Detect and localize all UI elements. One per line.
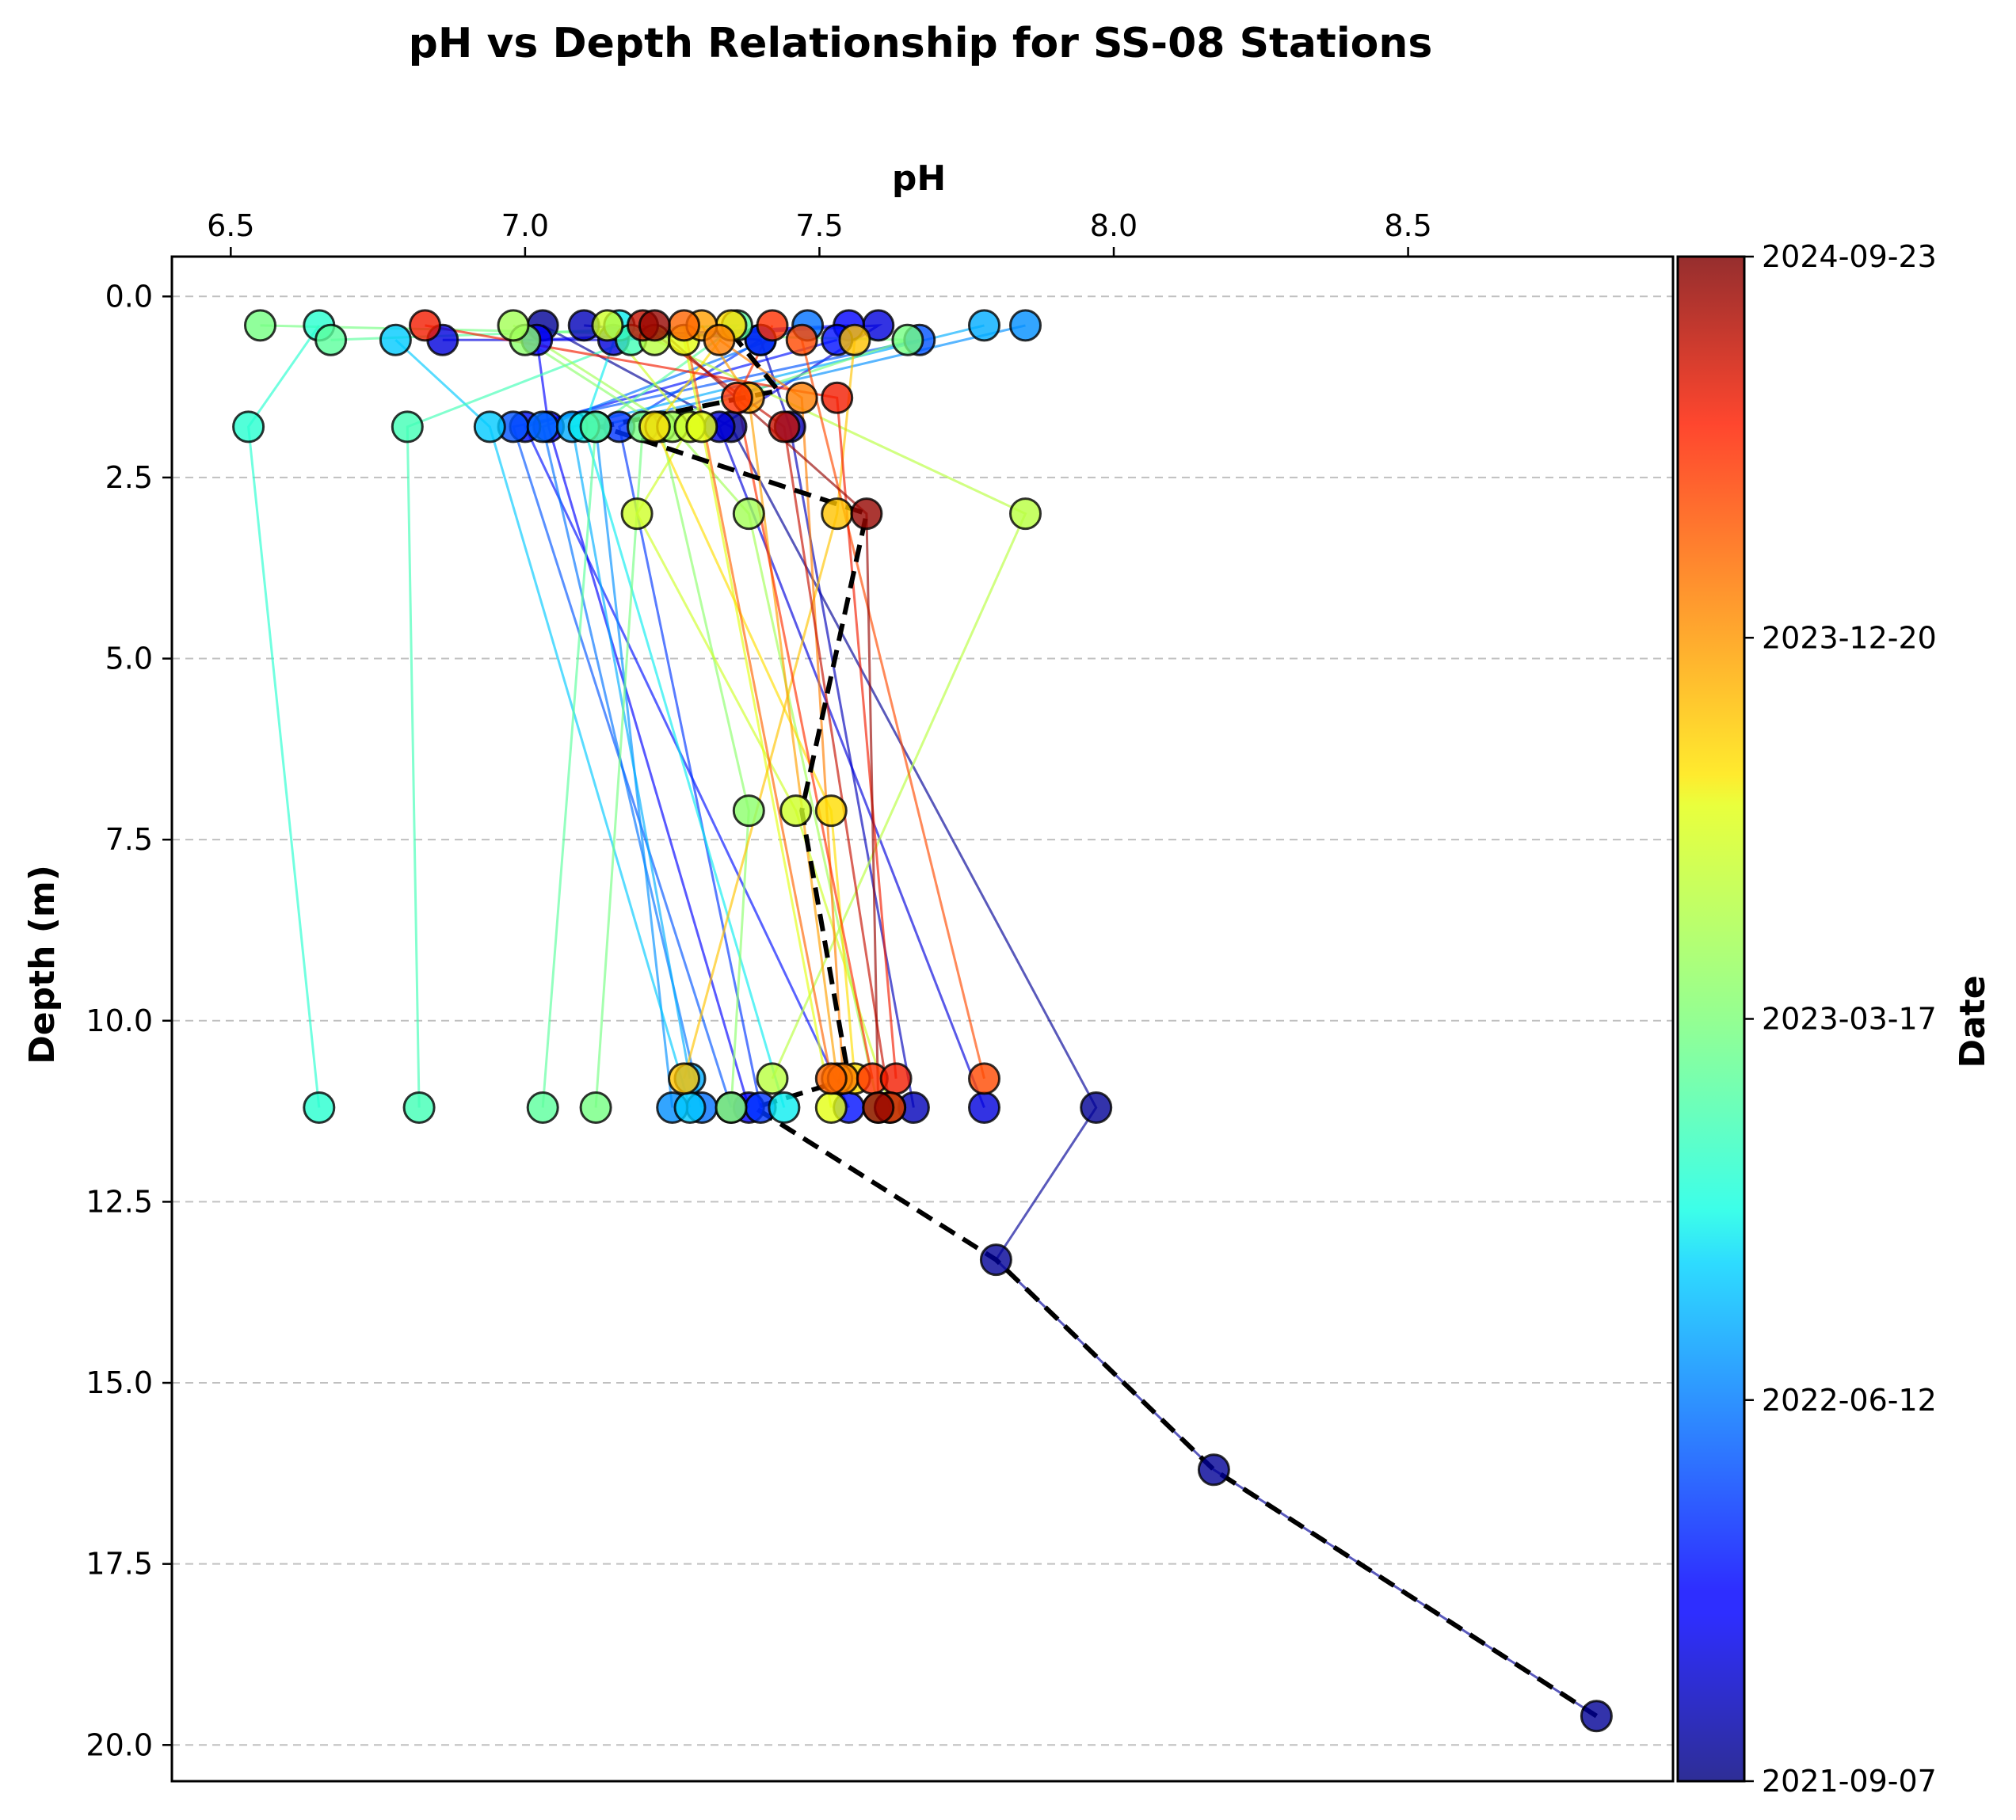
data-point <box>232 410 265 444</box>
data-point <box>1580 1700 1613 1733</box>
series-line <box>512 338 920 1108</box>
data-point <box>303 1091 336 1124</box>
data-point <box>850 497 883 531</box>
data-point <box>979 1243 1012 1277</box>
data-point <box>715 1091 748 1124</box>
data-point <box>526 1091 559 1124</box>
plot-frame <box>170 255 1675 1783</box>
data-point <box>579 1091 612 1124</box>
data-point <box>473 410 506 444</box>
data-point <box>768 410 801 444</box>
data-point <box>1080 1091 1113 1124</box>
data-point <box>785 323 818 356</box>
data-point <box>862 1091 895 1124</box>
series-line <box>247 325 321 1108</box>
data-point <box>409 309 441 342</box>
data-point <box>1009 497 1042 531</box>
chart-title: pH vs Depth Relationship for SS-08 Stati… <box>409 20 1433 67</box>
data-point <box>668 309 700 342</box>
data-point <box>768 1091 801 1124</box>
data-point <box>968 309 1000 342</box>
x-tick-label: 6.5 <box>207 208 254 243</box>
data-point <box>673 1091 707 1124</box>
series-line <box>394 339 692 1108</box>
data-point <box>779 794 813 828</box>
data-point <box>591 309 624 342</box>
colorbar <box>1676 255 1746 1783</box>
data-point <box>879 1062 913 1095</box>
data-point <box>668 1062 700 1095</box>
data-point <box>497 309 530 342</box>
data-point <box>685 410 718 444</box>
gridlines <box>172 295 1673 1746</box>
x-tick-label: 8.0 <box>1090 208 1138 243</box>
series-line <box>406 338 632 1108</box>
data-point <box>756 309 789 342</box>
colorbar-tick-label: 2023-03-17 <box>1762 1002 1937 1037</box>
series-line <box>683 325 833 1079</box>
data-point <box>314 323 348 356</box>
colorbar-tick-label: 2021-09-07 <box>1762 1764 1937 1799</box>
y-tick-label: 12.5 <box>86 1184 153 1219</box>
series-line <box>654 338 1027 1079</box>
data-point <box>402 1091 436 1124</box>
data-point <box>638 410 671 444</box>
data-point <box>821 381 854 414</box>
data-point <box>579 410 612 444</box>
y-tick-label: 7.5 <box>105 822 153 857</box>
x-axis-label: pH <box>892 158 946 199</box>
mean-profile-line <box>599 331 1599 1719</box>
data-point <box>720 381 753 414</box>
colorbar-ticks: 2024-09-23 2023-12-20 2023-03-17 2022-06-12… <box>1744 239 1937 1799</box>
y-axis-ticks: 0.0 2.5 5.0 7.5 10.0 12.5 15.0 17.5 20.0 <box>86 279 172 1762</box>
data-point <box>838 323 871 356</box>
data-point <box>391 410 424 444</box>
data-point <box>891 323 924 356</box>
data-point <box>968 1062 1000 1095</box>
data-points <box>232 309 1613 1733</box>
data-point <box>756 1062 789 1095</box>
y-tick-label: 5.0 <box>105 642 153 676</box>
series-line <box>524 338 750 1108</box>
series-line <box>800 339 985 1079</box>
data-point <box>968 1091 1000 1124</box>
x-tick-label: 7.0 <box>501 208 549 243</box>
data-point <box>821 497 854 531</box>
series-line <box>683 339 833 1108</box>
data-point <box>620 497 654 531</box>
series-lines <box>247 324 1598 1717</box>
data-point <box>814 794 848 828</box>
data-point <box>785 381 818 414</box>
data-point <box>814 1062 848 1095</box>
data-point <box>638 309 671 342</box>
mean-profile-path <box>599 331 1599 1719</box>
y-tick-label: 17.5 <box>86 1547 153 1582</box>
x-tick-label: 8.5 <box>1384 208 1431 243</box>
colorbar-label: Date <box>1953 975 1993 1068</box>
data-point <box>703 323 736 356</box>
data-point <box>814 1091 848 1124</box>
y-tick-label: 10.0 <box>86 1003 153 1038</box>
x-axis-ticks: 6.5 7.0 7.5 8.0 8.5 <box>207 208 1432 257</box>
data-point <box>244 309 276 342</box>
colorbar-tick-label: 2024-09-23 <box>1762 239 1937 274</box>
data-point <box>732 497 765 531</box>
y-tick-label: 15.0 <box>86 1365 153 1400</box>
data-point <box>379 323 412 356</box>
data-point <box>1197 1453 1230 1487</box>
data-point <box>526 410 559 444</box>
y-tick-label: 20.0 <box>86 1727 153 1762</box>
colorbar-tick-label: 2022-06-12 <box>1762 1383 1937 1418</box>
data-point <box>1009 309 1042 342</box>
data-point <box>732 794 765 828</box>
colorbar-tick-label: 2023-12-20 <box>1762 620 1937 655</box>
y-tick-label: 2.5 <box>105 460 153 495</box>
y-axis-label: Depth (m) <box>22 865 63 1064</box>
x-tick-label: 7.5 <box>795 208 843 243</box>
y-tick-label: 0.0 <box>105 279 153 314</box>
